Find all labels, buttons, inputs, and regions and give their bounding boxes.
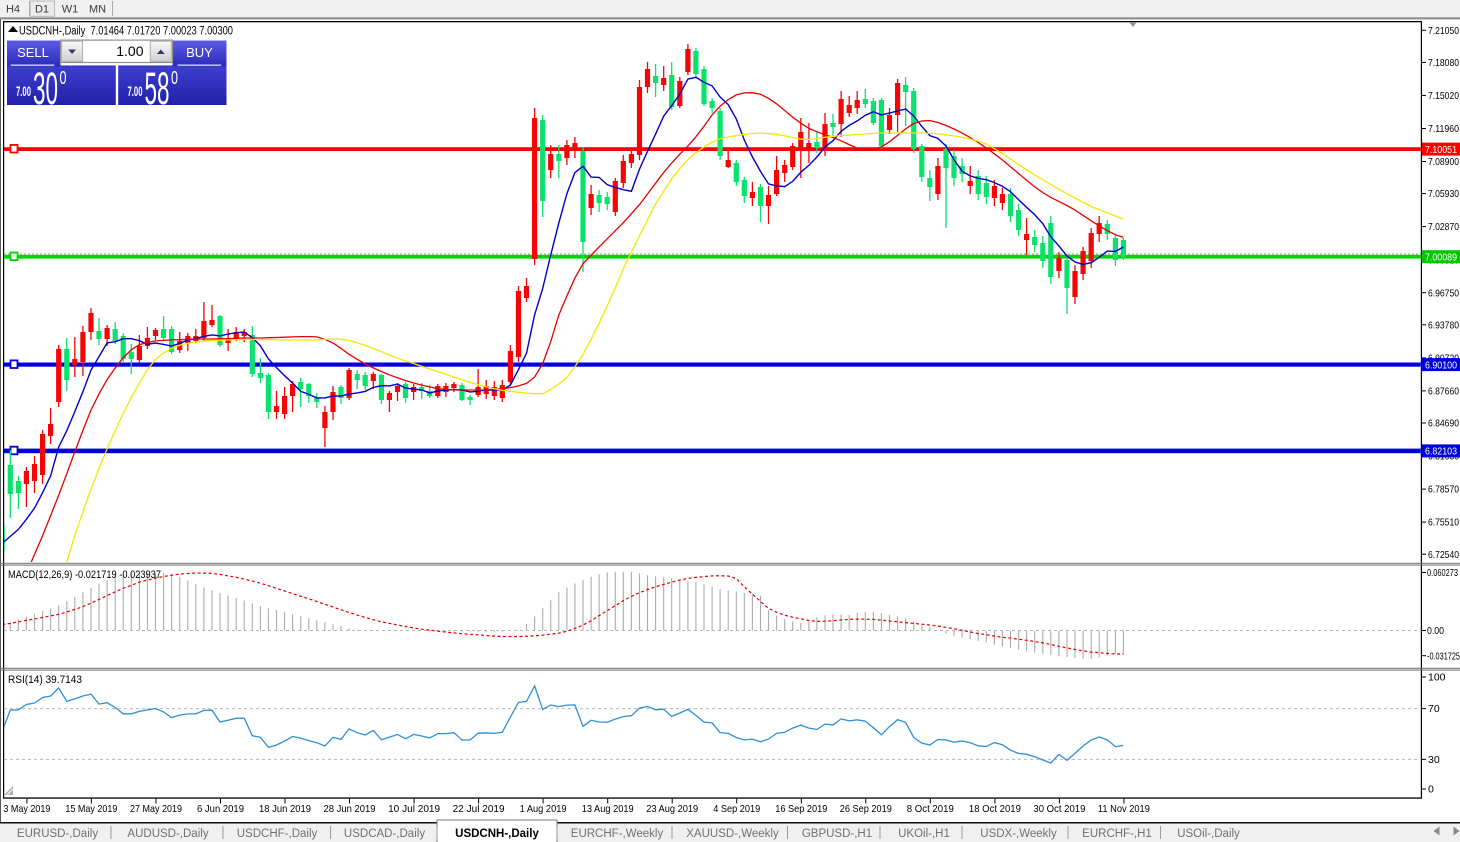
svg-text:16 Sep 2019: 16 Sep 2019: [775, 803, 827, 815]
svg-text:7.15020: 7.15020: [1428, 90, 1459, 102]
svg-text:6.96750: 6.96750: [1428, 287, 1459, 299]
svg-text:H4: H4: [6, 4, 20, 16]
svg-text:7.00: 7.00: [128, 84, 143, 99]
svg-text:26 Sep 2019: 26 Sep 2019: [840, 803, 892, 815]
svg-text:7.02870: 7.02870: [1428, 221, 1459, 233]
svg-text:6.87660: 6.87660: [1428, 386, 1459, 398]
svg-text:XAUUSD-,Weekly: XAUUSD-,Weekly: [686, 828, 779, 840]
svg-text:6.84690: 6.84690: [1428, 418, 1459, 430]
svg-text:6.93780: 6.93780: [1428, 319, 1459, 331]
svg-text:11 Nov 2019: 11 Nov 2019: [1098, 803, 1150, 815]
svg-text:0.00: 0.00: [1427, 625, 1444, 637]
svg-text:18 Oct 2019: 18 Oct 2019: [969, 803, 1021, 815]
svg-text:0.060273: 0.060273: [1427, 567, 1458, 579]
svg-text:22 Jul 2019: 22 Jul 2019: [453, 803, 505, 815]
svg-text:AUDUSD-,Daily: AUDUSD-,Daily: [127, 828, 208, 840]
svg-text:10 Jul 2019: 10 Jul 2019: [388, 803, 440, 815]
svg-text:USDCHF-,Daily: USDCHF-,Daily: [237, 828, 318, 840]
svg-text:7.10051: 7.10051: [1425, 144, 1457, 156]
svg-text:23 Aug 2019: 23 Aug 2019: [646, 803, 698, 815]
svg-text:7.21050: 7.21050: [1428, 25, 1459, 37]
svg-text:MACD(12,26,9) -0.021719 -0.023: MACD(12,26,9) -0.021719 -0.023937: [8, 569, 161, 581]
svg-text:EURCHF-,Weekly: EURCHF-,Weekly: [571, 828, 664, 840]
svg-text:30: 30: [33, 63, 58, 114]
svg-text:GBPUSD-,H1: GBPUSD-,H1: [802, 828, 872, 840]
svg-text:USDCNH-,Daily: USDCNH-,Daily: [455, 828, 539, 840]
svg-text:D1: D1: [35, 4, 49, 16]
svg-text:70: 70: [1428, 703, 1440, 715]
svg-text:30: 30: [1428, 754, 1440, 766]
svg-text:0: 0: [60, 68, 67, 88]
svg-text:18 Jun 2019: 18 Jun 2019: [259, 803, 311, 815]
svg-text:13 Aug 2019: 13 Aug 2019: [582, 803, 634, 815]
svg-text:6.75510: 6.75510: [1428, 517, 1459, 529]
svg-text:6.90100: 6.90100: [1425, 359, 1457, 371]
svg-text:4 Sep 2019: 4 Sep 2019: [713, 803, 760, 815]
svg-text:6.78570: 6.78570: [1428, 484, 1459, 496]
svg-text:7.08900: 7.08900: [1428, 156, 1459, 168]
svg-text:W1: W1: [62, 4, 79, 16]
svg-text:0: 0: [171, 68, 178, 88]
svg-text:EURUSD-,Daily: EURUSD-,Daily: [17, 828, 98, 840]
svg-text:27 May 2019: 27 May 2019: [130, 803, 182, 815]
svg-text:EURCHF-,H1: EURCHF-,H1: [1082, 828, 1152, 840]
svg-text:15 May 2019: 15 May 2019: [65, 803, 117, 815]
svg-text:RSI(14) 39.7143: RSI(14) 39.7143: [8, 674, 82, 686]
svg-text:USOil-,Daily: USOil-,Daily: [1177, 828, 1240, 840]
svg-text:7.00: 7.00: [16, 84, 31, 99]
svg-text:7.05930: 7.05930: [1428, 188, 1459, 200]
svg-text:SELL: SELL: [17, 45, 49, 60]
svg-text:USDX-,Weekly: USDX-,Weekly: [980, 828, 1057, 840]
svg-text:0: 0: [1428, 784, 1434, 796]
svg-text:30 Oct 2019: 30 Oct 2019: [1033, 803, 1085, 815]
svg-text:58: 58: [145, 63, 170, 114]
svg-text:UKOil-,H1: UKOil-,H1: [898, 828, 950, 840]
svg-text:USDCNH-,Daily 7.01464 7.01720: USDCNH-,Daily 7.01464 7.01720 7.00023 7.…: [19, 26, 233, 38]
svg-text:3 May 2019: 3 May 2019: [3, 803, 50, 815]
svg-text:MN: MN: [89, 4, 106, 16]
svg-text:7.11960: 7.11960: [1428, 123, 1459, 135]
svg-text:28 Jun 2019: 28 Jun 2019: [324, 803, 376, 815]
svg-text:USDCAD-,Daily: USDCAD-,Daily: [344, 828, 425, 840]
svg-text:6 Jun 2019: 6 Jun 2019: [197, 803, 244, 815]
svg-text:8 Oct 2019: 8 Oct 2019: [907, 803, 954, 815]
svg-text:100: 100: [1428, 672, 1446, 684]
svg-text:1 Aug 2019: 1 Aug 2019: [520, 803, 567, 815]
svg-text:7.18080: 7.18080: [1428, 57, 1459, 69]
svg-text:6.72540: 6.72540: [1428, 549, 1459, 561]
svg-text:6.82103: 6.82103: [1425, 446, 1457, 458]
svg-text:BUY: BUY: [186, 45, 213, 60]
svg-text:7.00089: 7.00089: [1425, 252, 1457, 264]
svg-text:1.00: 1.00: [116, 43, 143, 59]
svg-text:-0.031725: -0.031725: [1427, 650, 1460, 662]
